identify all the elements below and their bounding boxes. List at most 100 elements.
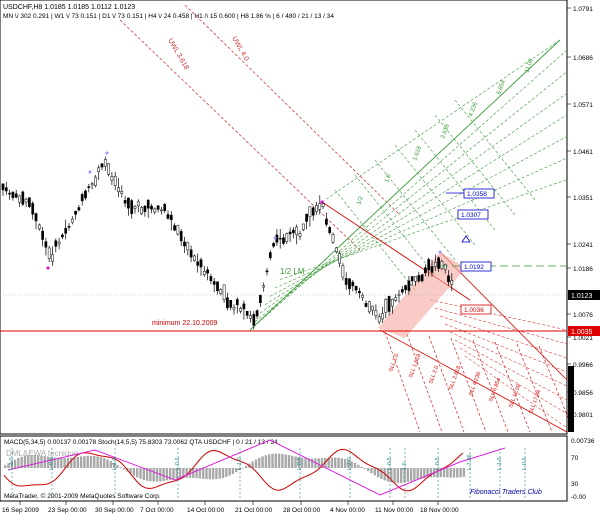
candle-body — [193, 255, 196, 261]
candle-body — [305, 213, 308, 222]
macd-bar — [284, 454, 287, 468]
candle-body — [311, 207, 315, 216]
macd-bar — [178, 468, 182, 479]
macd-bar — [274, 453, 277, 468]
target-box-1[interactable]: 1.0358 — [446, 188, 495, 199]
price-tick-label: 1.0686 — [573, 55, 593, 62]
green-fan-label: 2.618 — [440, 123, 451, 140]
macd-bar — [330, 457, 334, 468]
macd-bar — [334, 457, 337, 468]
macd-bar — [264, 455, 268, 468]
candle-body — [150, 205, 153, 210]
candle-body — [371, 305, 374, 311]
candle-body — [80, 194, 84, 202]
candle-body — [47, 247, 51, 259]
macd-bar — [139, 468, 142, 479]
macd-bar — [66, 457, 70, 468]
macd-bar — [96, 456, 99, 468]
macd-bar — [106, 459, 109, 468]
time-tick-label: 14 Oct 00:00 — [187, 507, 225, 514]
time-tick-label: 30 Sep 00:00 — [95, 507, 134, 514]
tick-mark-label: L-0.5 — [435, 457, 441, 470]
macd-bar — [235, 468, 238, 473]
macd-bar — [175, 468, 178, 479]
macd-bar — [221, 468, 225, 478]
macd-bar — [23, 455, 27, 468]
target-box-3[interactable]: 1.0192 — [460, 261, 492, 272]
indicator-axis-label: 0.00736 — [571, 438, 595, 445]
macd-bar — [376, 468, 380, 478]
candle-body — [295, 226, 299, 236]
current-price-tag: 1.0123 — [568, 290, 600, 300]
green-fan-label: 1/2 — [356, 195, 365, 206]
fractal-marker — [105, 151, 109, 155]
candle-body — [377, 316, 381, 323]
macd-bar — [268, 454, 271, 468]
macd-bar — [202, 468, 205, 479]
tick-mark-label: L-1.0 — [237, 457, 243, 470]
candle-body — [41, 230, 44, 240]
indicator-axis-label: 30 — [571, 481, 579, 488]
stats-header: MN \/ 302 0.291 | W1 \/ 73 0.151 | D1 \/… — [3, 13, 334, 20]
candle-body — [348, 278, 351, 289]
candle-body — [212, 281, 216, 285]
candle-body — [407, 280, 411, 291]
macd-bar — [446, 468, 449, 478]
candle-body — [94, 176, 97, 186]
target-box-2[interactable]: 1.0307 — [457, 209, 489, 220]
macd-bar — [281, 454, 284, 468]
macd-bar — [122, 468, 126, 470]
time-axis: 16 Sep 2009 23 Sep 00:00 30 Sep 00:00 7 Oct… — [2, 501, 459, 514]
macd-bar — [89, 455, 93, 468]
macd-bar — [307, 458, 310, 468]
candle-body — [410, 276, 414, 282]
candle-body — [391, 298, 394, 307]
candle-body — [315, 205, 318, 212]
candle-body — [259, 295, 262, 303]
indicator-axis-label: 70 — [571, 455, 579, 462]
svg-text:1.0035: 1.0035 — [571, 329, 593, 336]
candle-body — [100, 163, 104, 168]
minimum-label: minimum 22.10.2009 — [152, 320, 217, 327]
uwl-line-2 — [184, 4, 401, 216]
candle-body — [166, 214, 170, 219]
half-label: 1/2 LM — [280, 267, 305, 276]
candle-body — [387, 296, 391, 312]
candle-body — [183, 241, 186, 247]
macd-bar — [225, 468, 228, 477]
macd-bar — [165, 468, 169, 481]
time-tick-label: 11 Nov 00:00 — [375, 507, 414, 514]
green-fibonacci-fan: 1/2 1.0 1.618 2.618 4.236 6.854 11.09 — [249, 39, 568, 331]
candle-body — [24, 198, 28, 203]
macd-bar — [396, 468, 400, 484]
macd-bar — [30, 455, 33, 468]
macd-bar — [393, 468, 396, 483]
tick-mark-label: L-0.5 — [49, 457, 55, 470]
candle-body — [334, 247, 338, 253]
candle-body — [344, 278, 348, 285]
candle-body — [160, 209, 163, 212]
fractal-marker — [88, 170, 92, 174]
macd-bar — [208, 468, 211, 480]
target-box-4[interactable]: 1.0036 — [460, 304, 492, 315]
macd-bar — [386, 468, 390, 482]
macd-bar — [116, 464, 119, 468]
candle-body — [226, 297, 229, 309]
candle-body — [354, 286, 358, 291]
macd-bar — [423, 468, 426, 479]
macd-bar — [360, 466, 363, 468]
candle-body — [37, 224, 41, 230]
macd-bar — [340, 458, 343, 468]
candle-body — [364, 303, 368, 307]
macd-bar — [50, 457, 53, 468]
macd-bar — [231, 468, 235, 475]
candle-body — [301, 223, 305, 230]
price-tick-label: 1.0076 — [573, 312, 593, 319]
candle-body — [341, 265, 345, 278]
time-tick-label: 7 Oct 00:00 — [140, 507, 174, 514]
candle-body — [331, 234, 335, 243]
macd-bar — [353, 462, 357, 468]
candle-body — [196, 261, 200, 266]
macd-bar — [33, 455, 37, 468]
